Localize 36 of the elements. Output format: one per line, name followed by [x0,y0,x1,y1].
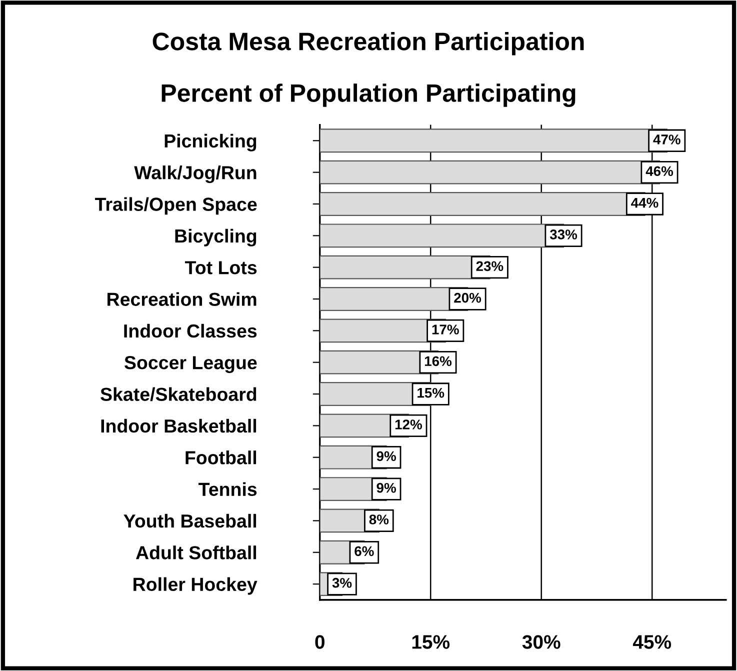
data-label: 9% [376,482,396,493]
chart-subtitle: Percent of Population Participating [162,84,576,107]
y-tick-label: Football [186,450,256,464]
data-label: 17% [432,324,459,334]
x-tick-label: 30% [522,635,560,649]
y-tick-label: Skate/Skateboard [100,387,256,402]
data-label: 44% [631,198,658,208]
data-label: 8% [369,514,389,524]
data-label: 9% [376,451,396,462]
data-label: 47% [653,134,680,144]
data-label: 12% [395,420,422,430]
data-label: 33% [550,230,578,240]
y-tick-label: Tennis [198,482,257,496]
data-label: 20% [454,292,482,303]
x-tick-label: 0 [315,635,324,649]
x-tick-label: 15% [412,635,450,649]
y-tick-label: Indoor Classes [124,324,257,338]
data-label: 6% [354,546,374,556]
y-tick-label: Picnicking [164,134,256,152]
data-label: 46% [646,166,674,176]
data-label: 3% [332,578,352,588]
data-label: 16% [424,356,452,366]
y-tick-label: Indoor Basketball [101,418,256,433]
y-tick-label: Walk/Jog/Run [134,166,256,184]
data-label: 23% [476,261,504,272]
chart-title: Costa Mesa Recreation Participation [152,32,584,56]
y-tick-label: Adult Softball [136,546,256,560]
y-tick-label: Recreation Swim [108,292,256,306]
y-tick-label: Youth Baseball [124,514,256,528]
y-tick-label: Roller Hockey [134,577,258,595]
y-tick-label: Soccer League [124,356,257,374]
y-tick-label: Tot Lots [185,261,257,274]
x-tick-label: 45% [632,635,672,649]
data-label: 15% [418,388,444,398]
y-tick-label: Bicycling [175,228,256,246]
y-tick-label: Trails/Open Space [95,197,257,215]
